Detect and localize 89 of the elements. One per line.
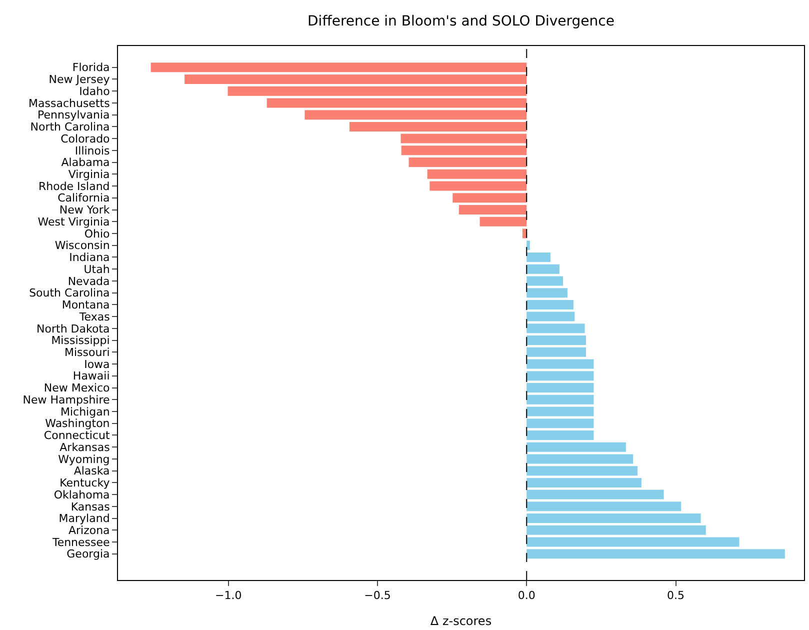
bar bbox=[526, 371, 594, 381]
y-tick-label: Alabama bbox=[61, 156, 110, 170]
y-tick-label: North Carolina bbox=[30, 120, 110, 134]
y-tick-label: Wisconsin bbox=[54, 239, 110, 252]
bar bbox=[526, 347, 586, 357]
bar bbox=[526, 418, 594, 428]
y-tick-label: North Dakota bbox=[36, 322, 110, 336]
bar bbox=[526, 336, 586, 346]
bar bbox=[400, 134, 527, 144]
y-tick-label: West Virginia bbox=[38, 215, 110, 228]
x-tick-label: 0.0 bbox=[518, 589, 536, 602]
bar bbox=[401, 146, 527, 156]
y-tick-label: Kentucky bbox=[60, 476, 110, 490]
y-tick-label: Mississippi bbox=[51, 334, 110, 348]
bar bbox=[430, 181, 527, 191]
bar bbox=[408, 158, 527, 168]
y-tick-label: Rhode Island bbox=[38, 180, 110, 193]
y-tick-label: Missouri bbox=[64, 346, 110, 360]
y-tick-label: Texas bbox=[78, 310, 110, 324]
bar bbox=[526, 359, 594, 369]
bar bbox=[526, 466, 638, 476]
y-tick-label: Colorado bbox=[60, 132, 110, 146]
bar bbox=[526, 276, 564, 286]
y-tick-label: Washington bbox=[45, 417, 110, 430]
y-tick-label: Florida bbox=[72, 61, 110, 74]
bar bbox=[526, 430, 594, 440]
y-tick-label: Georgia bbox=[66, 548, 110, 561]
bar bbox=[526, 288, 568, 298]
x-tick-label: −0.5 bbox=[364, 589, 391, 602]
y-tick-label: Tennessee bbox=[51, 536, 110, 549]
bar bbox=[150, 62, 527, 72]
bar bbox=[480, 216, 527, 226]
y-tick-label: Oklahoma bbox=[54, 488, 110, 502]
y-tick-label: Nevada bbox=[68, 274, 110, 288]
bar bbox=[526, 300, 574, 310]
bar bbox=[526, 525, 706, 535]
bar bbox=[526, 454, 634, 464]
bar bbox=[526, 383, 594, 393]
bar bbox=[349, 122, 527, 132]
y-tick-label: Hawaii bbox=[72, 370, 110, 383]
y-tick-label: Kansas bbox=[70, 500, 110, 514]
y-tick-label: New Hampshire bbox=[22, 393, 110, 406]
bar bbox=[526, 502, 682, 512]
bar bbox=[526, 549, 785, 559]
y-tick-label: Illinois bbox=[74, 144, 110, 158]
y-tick-label: New York bbox=[59, 204, 110, 217]
y-tick-label: Massachusetts bbox=[28, 96, 110, 110]
x-tick-label: 0.5 bbox=[667, 589, 684, 602]
bar bbox=[526, 264, 560, 274]
y-tick-label: New Jersey bbox=[48, 73, 110, 86]
bar bbox=[458, 205, 527, 215]
chart-title: Difference in Bloom's and SOLO Divergence bbox=[308, 14, 614, 30]
y-tick-label: South Carolina bbox=[29, 286, 110, 300]
y-tick-label: Indiana bbox=[69, 251, 110, 264]
y-tick-label: Pennsylvania bbox=[38, 108, 110, 122]
y-tick-label: Virginia bbox=[68, 168, 110, 182]
bar bbox=[526, 514, 701, 524]
y-tick-label: California bbox=[58, 192, 110, 205]
bar bbox=[526, 324, 585, 334]
y-tick-label: Ohio bbox=[84, 227, 110, 240]
y-tick-label: Utah bbox=[84, 262, 110, 276]
x-axis-title: Δ z-scores bbox=[430, 614, 492, 628]
bar bbox=[228, 86, 527, 96]
y-tick-label: Idaho bbox=[79, 84, 110, 98]
y-tick-label: Iowa bbox=[84, 358, 110, 371]
y-tick-label: Maryland bbox=[58, 512, 110, 526]
bar bbox=[427, 169, 527, 179]
y-tick-label: Arkansas bbox=[60, 440, 110, 454]
y-tick-label: Wyoming bbox=[58, 452, 110, 466]
y-tick-label: Arizona bbox=[68, 524, 110, 538]
y-tick-label: New Mexico bbox=[44, 382, 110, 395]
bar bbox=[266, 98, 527, 108]
bar bbox=[526, 312, 575, 322]
bar bbox=[304, 110, 527, 120]
bar bbox=[526, 442, 626, 452]
x-tick-label: −1.0 bbox=[215, 589, 242, 602]
bar bbox=[526, 490, 664, 500]
bar bbox=[184, 74, 527, 84]
bar bbox=[526, 394, 594, 404]
bar bbox=[526, 406, 594, 416]
y-tick-label: Montana bbox=[62, 298, 110, 312]
y-tick-label: Connecticut bbox=[44, 429, 110, 442]
bar bbox=[452, 193, 527, 203]
bar bbox=[526, 252, 550, 262]
bar bbox=[526, 240, 530, 250]
y-tick-label: Michigan bbox=[60, 405, 110, 418]
y-tick-label: Alaska bbox=[74, 464, 110, 478]
bar bbox=[526, 478, 642, 488]
bar bbox=[526, 537, 740, 547]
